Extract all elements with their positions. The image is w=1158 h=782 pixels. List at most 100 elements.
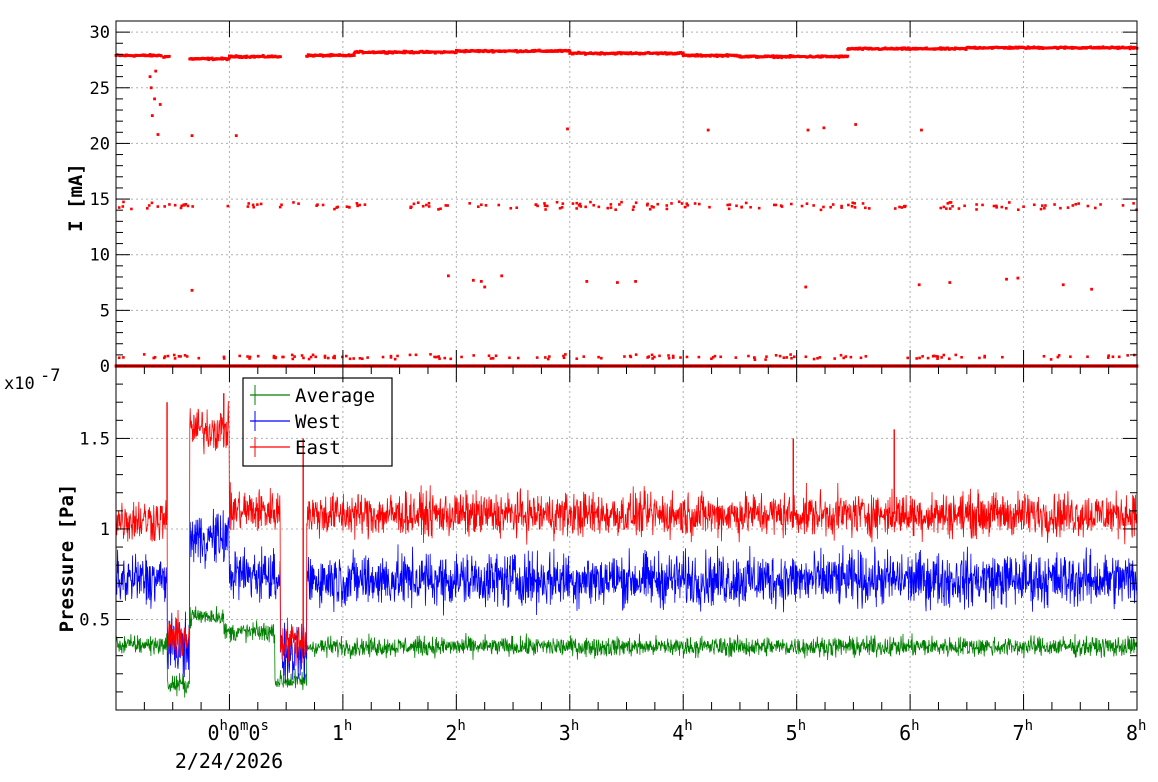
data-point <box>179 206 183 210</box>
data-point <box>665 207 669 211</box>
data-point <box>545 204 549 208</box>
series-average <box>115 606 1138 698</box>
data-point <box>1107 354 1110 357</box>
x-axis-date: 2/24/2026 <box>175 749 283 773</box>
data-point <box>439 207 442 211</box>
data-point <box>774 354 778 357</box>
data-point <box>279 55 282 59</box>
data-point <box>631 208 635 211</box>
data-point <box>184 202 188 206</box>
data-point <box>1086 355 1089 359</box>
data-point <box>1000 205 1004 209</box>
data-point <box>953 47 956 51</box>
data-point <box>710 357 713 361</box>
data-point <box>728 203 732 206</box>
data-point <box>352 357 356 360</box>
data-point <box>764 358 767 361</box>
data-point <box>725 53 729 56</box>
series-east <box>115 393 1138 666</box>
data-point <box>544 356 547 359</box>
data-point <box>1040 204 1044 207</box>
data-point <box>414 353 418 357</box>
data-point <box>850 204 854 208</box>
data-point <box>433 355 436 359</box>
data-point <box>427 201 431 205</box>
data-point <box>306 54 309 58</box>
data-point <box>854 123 858 126</box>
data-point <box>300 354 304 357</box>
data-point <box>656 202 660 206</box>
data-point <box>665 204 669 207</box>
data-point <box>272 354 276 358</box>
data-point <box>156 133 160 136</box>
data-point <box>1008 201 1011 204</box>
data-point <box>893 207 897 210</box>
data-point <box>681 51 685 55</box>
data-point <box>228 56 231 60</box>
data-point <box>222 355 226 359</box>
data-point <box>918 356 921 360</box>
data-point <box>585 280 589 283</box>
data-point <box>508 356 511 360</box>
data-point <box>683 205 687 209</box>
data-point <box>1042 354 1046 358</box>
data-point <box>1077 202 1080 205</box>
data-point <box>534 203 538 206</box>
data-point <box>926 356 930 360</box>
data-point <box>173 203 177 207</box>
data-point <box>765 355 768 358</box>
data-point <box>697 202 701 206</box>
data-point <box>568 49 572 53</box>
data-point <box>772 203 776 207</box>
data-point <box>360 50 364 53</box>
data-point <box>290 353 294 357</box>
y-axis-title: Pressure [Pa] <box>56 484 78 633</box>
data-point <box>358 203 361 207</box>
data-point <box>582 355 586 358</box>
data-point <box>575 201 579 205</box>
data-point <box>191 205 194 208</box>
data-point <box>779 204 783 207</box>
data-point <box>381 355 385 359</box>
data-point <box>849 355 853 359</box>
data-point <box>942 205 946 209</box>
data-point <box>409 206 412 210</box>
data-point <box>714 53 718 57</box>
data-point <box>1016 276 1020 280</box>
data-point <box>1066 206 1070 209</box>
legend-label: West <box>295 411 341 433</box>
data-point <box>685 202 689 205</box>
x-tick-label: 8h <box>1126 718 1146 745</box>
data-point <box>727 207 731 211</box>
data-point <box>679 356 682 359</box>
data-point <box>695 53 699 56</box>
x-tick-label: 5h <box>786 718 806 745</box>
series-line <box>115 401 1138 666</box>
data-point <box>575 207 578 210</box>
data-point <box>935 355 938 358</box>
data-point <box>190 288 194 292</box>
data-point <box>443 356 447 360</box>
data-point <box>806 128 810 132</box>
data-point <box>583 51 587 55</box>
data-point <box>210 56 214 60</box>
data-point <box>634 353 638 356</box>
data-point <box>577 204 581 207</box>
data-point <box>584 205 587 209</box>
data-point <box>822 126 826 130</box>
data-point <box>804 355 808 359</box>
series-line <box>115 606 1138 698</box>
data-point <box>146 207 149 210</box>
data-point <box>778 354 782 358</box>
data-point <box>805 202 809 205</box>
data-point <box>757 206 761 210</box>
data-point <box>734 356 738 359</box>
data-point <box>800 204 804 208</box>
data-point <box>946 202 950 205</box>
data-point <box>121 205 125 208</box>
data-point <box>252 205 256 209</box>
data-point <box>831 203 835 206</box>
current-panel: 0 5 10 15 20 25 30 I [mA] <box>65 20 1139 377</box>
data-point <box>609 206 613 209</box>
